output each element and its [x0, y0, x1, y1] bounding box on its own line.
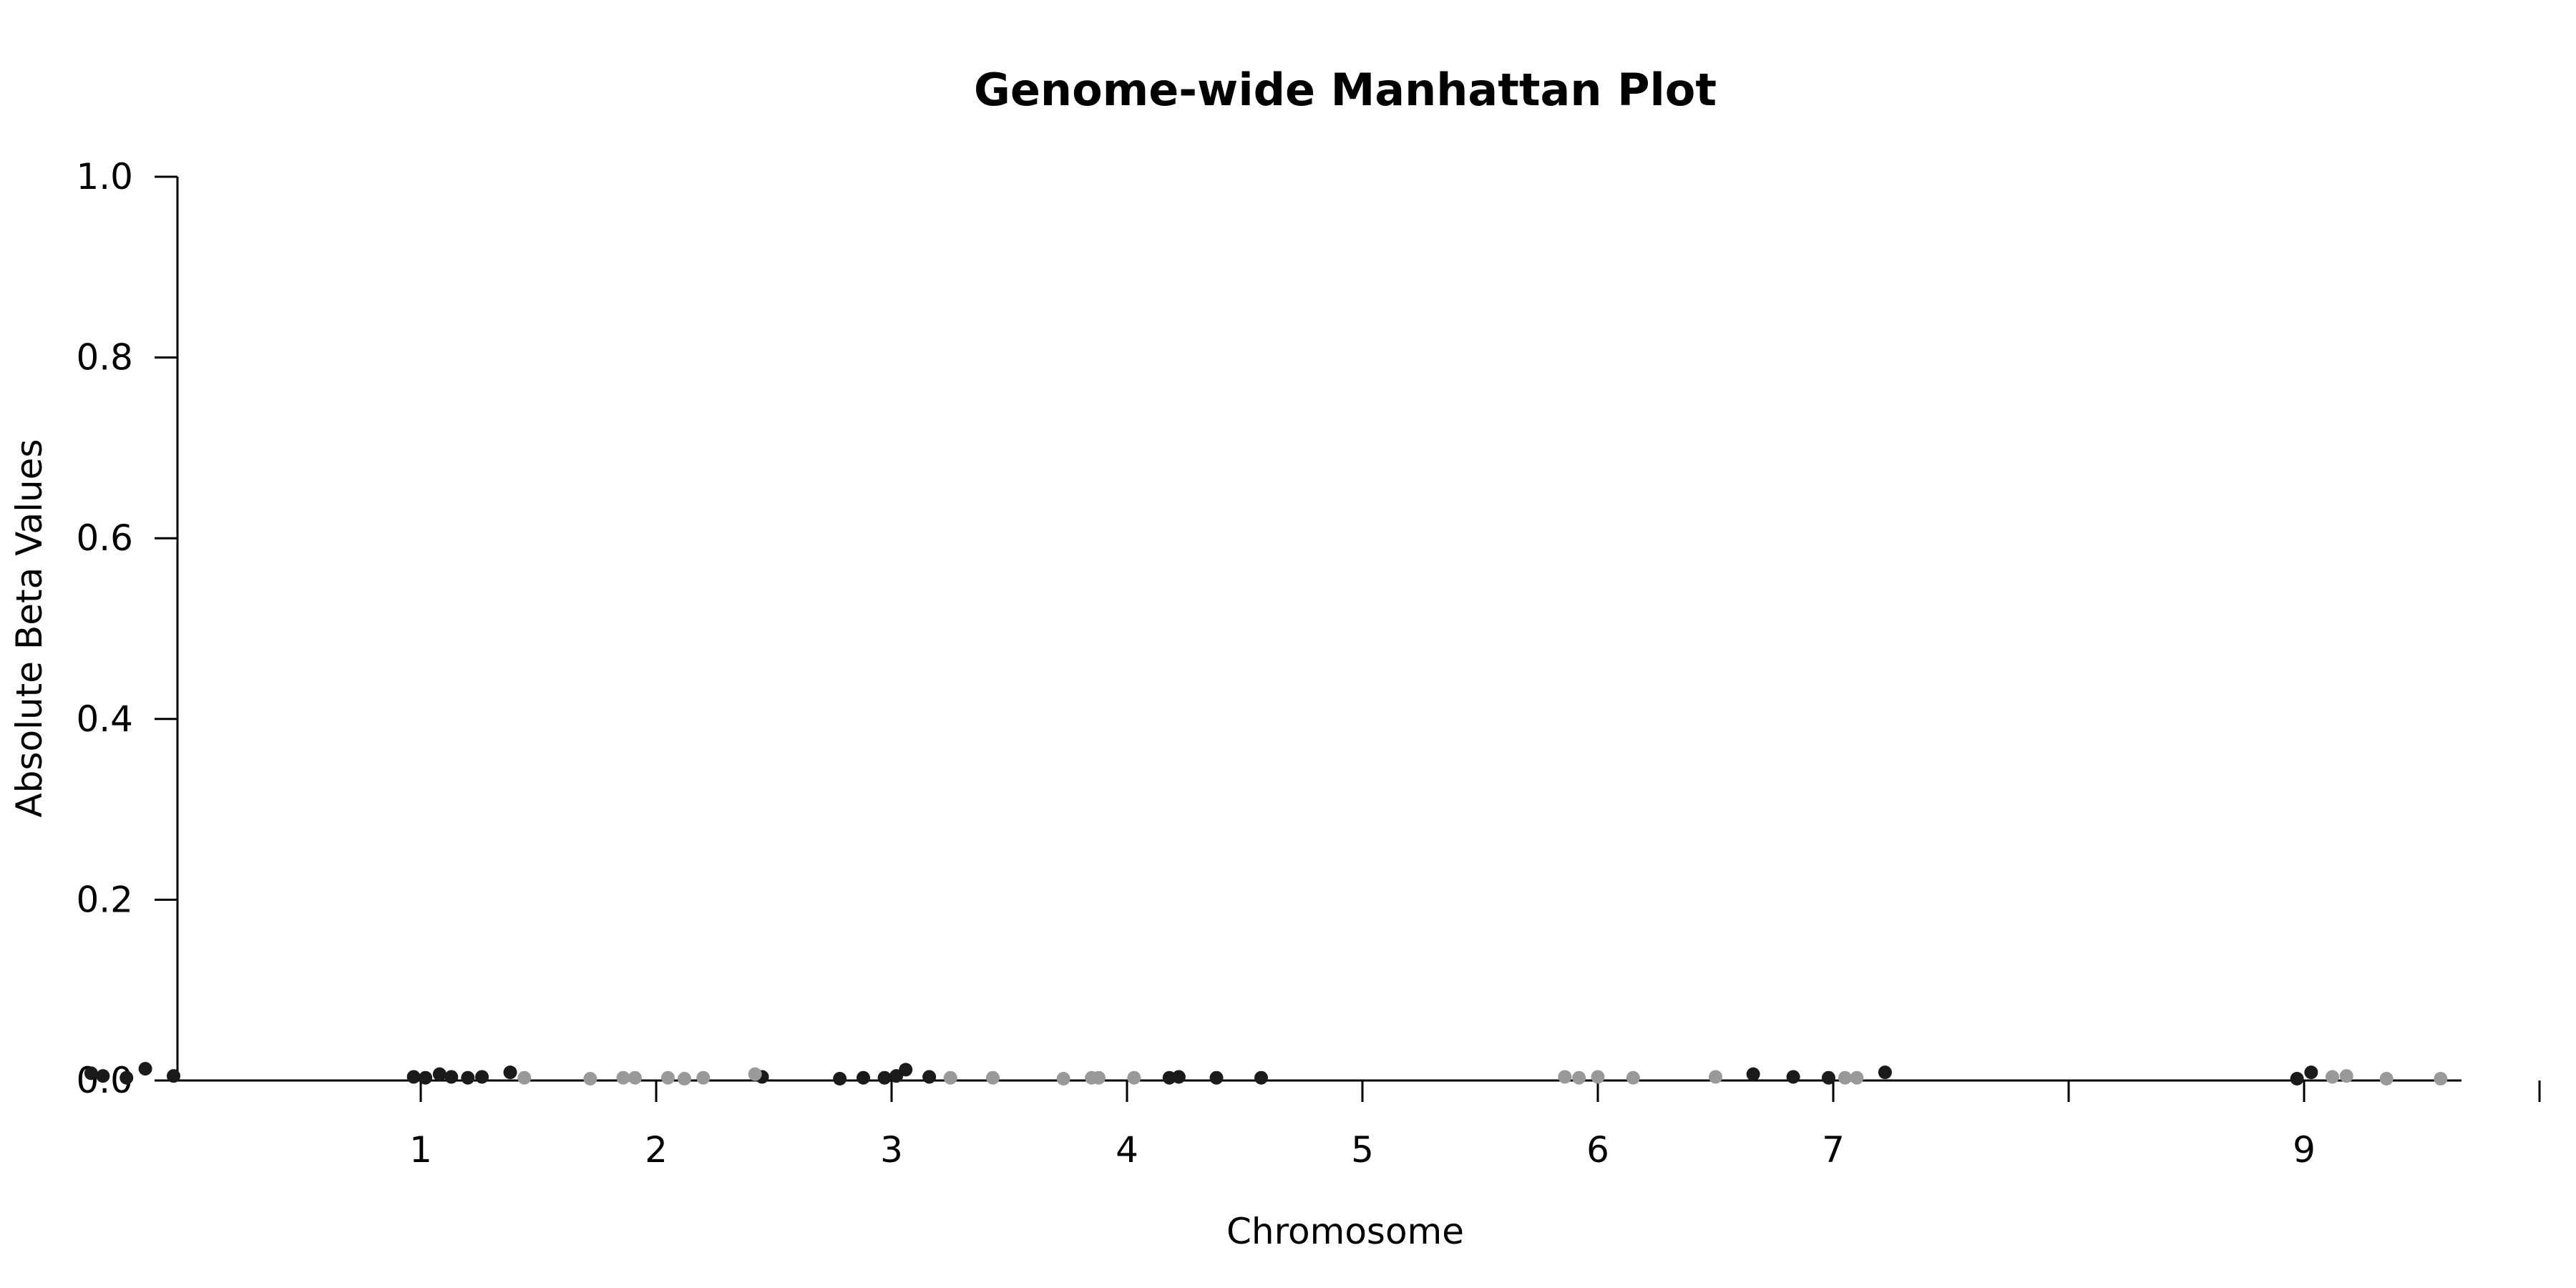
data-point — [1786, 1070, 1800, 1084]
data-point — [857, 1070, 871, 1085]
y-tick-label: 0.2 — [76, 879, 133, 920]
data-point — [1878, 1065, 1892, 1080]
x-tick-label: 2 — [645, 1129, 668, 1171]
data-point — [1254, 1070, 1269, 1085]
y-axis-label: Absolute Beta Values — [9, 439, 50, 818]
data-point — [406, 1070, 421, 1084]
data-point — [583, 1071, 597, 1085]
data-points — [84, 1062, 2448, 1085]
x-axis: 123456791113151820 — [177, 1079, 2541, 1171]
data-point — [2325, 1070, 2339, 1084]
data-point — [833, 1071, 847, 1085]
data-point — [748, 1067, 762, 1081]
x-tick-label: 9 — [2293, 1129, 2316, 1171]
data-point — [119, 1070, 134, 1085]
data-point — [167, 1069, 181, 1083]
data-point — [1171, 1070, 1186, 1084]
data-point — [1709, 1070, 1722, 1084]
x-axis-label: Chromosome — [1226, 1211, 1464, 1252]
data-point — [1127, 1070, 1141, 1085]
y-tick-label: 0.6 — [76, 517, 133, 559]
data-point — [461, 1070, 475, 1085]
data-point — [1838, 1070, 1852, 1085]
data-point — [943, 1070, 957, 1085]
data-point — [628, 1070, 642, 1085]
data-point — [84, 1066, 98, 1080]
x-tick-label: 7 — [1822, 1129, 1845, 1171]
x-tick-label: 1 — [409, 1129, 432, 1171]
data-point — [2339, 1069, 2353, 1083]
data-point — [677, 1071, 691, 1085]
data-point — [1092, 1070, 1106, 1085]
data-point — [138, 1062, 152, 1076]
data-point — [1746, 1067, 1760, 1081]
x-tick-label: 5 — [1351, 1129, 1374, 1171]
data-point — [1056, 1071, 1070, 1085]
data-point — [899, 1063, 913, 1077]
data-point — [1626, 1070, 1640, 1085]
data-point — [2379, 1071, 2394, 1085]
x-tick-label: 3 — [880, 1129, 903, 1171]
y-tick-label: 0.8 — [76, 337, 133, 379]
data-point — [419, 1070, 433, 1085]
data-point — [660, 1070, 675, 1085]
data-point — [1572, 1070, 1586, 1085]
data-point — [616, 1070, 630, 1085]
y-tick-label: 0.4 — [76, 698, 133, 740]
data-point — [96, 1069, 110, 1083]
data-point — [877, 1070, 892, 1085]
data-point — [922, 1070, 937, 1084]
data-point — [985, 1070, 1000, 1085]
data-point — [517, 1070, 532, 1085]
x-tick-label: 4 — [1116, 1129, 1138, 1171]
data-point — [1850, 1070, 1864, 1085]
data-point — [1591, 1070, 1605, 1084]
data-point — [1209, 1070, 1224, 1085]
chart-title: Genome-wide Manhattan Plot — [974, 64, 1717, 116]
data-point — [1558, 1070, 1572, 1084]
data-point — [444, 1070, 459, 1084]
y-axis: 0.00.20.40.60.81.0 — [76, 156, 179, 1101]
data-point — [2434, 1071, 2448, 1085]
data-point — [2290, 1071, 2304, 1085]
data-point — [2304, 1065, 2318, 1080]
y-tick-label: 1.0 — [76, 156, 133, 197]
data-point — [503, 1065, 517, 1080]
data-point — [1821, 1070, 1835, 1085]
data-point — [696, 1070, 711, 1085]
data-point — [475, 1070, 489, 1084]
x-tick-label: 6 — [1586, 1129, 1609, 1171]
data-point — [432, 1067, 447, 1081]
